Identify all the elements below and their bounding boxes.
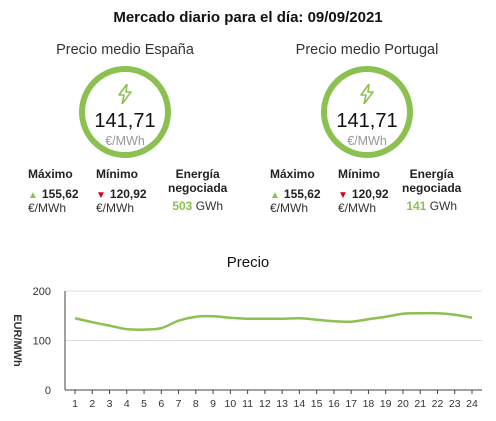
min-value: 120,92: [351, 187, 389, 201]
min-unit: €/MWh: [338, 201, 377, 215]
x-tick-label: 12: [259, 398, 271, 410]
energy-value: 141: [406, 199, 427, 213]
energy-label-2: negociada: [168, 181, 228, 195]
x-tick-label: 24: [466, 398, 478, 410]
x-tick-label: 8: [193, 398, 199, 410]
energy-label: Energía: [175, 167, 220, 181]
max-label: Máximo: [270, 167, 315, 181]
energy-label-2: negociada: [402, 181, 462, 195]
triangle-down-icon: ▼: [96, 190, 106, 201]
energy-unit: GWh: [429, 199, 458, 213]
x-tick-label: 9: [210, 398, 216, 410]
price-ring: 141,71 €/MWh: [79, 66, 171, 158]
energy-label: Energía: [409, 167, 454, 181]
min-stat: Mínimo ▼ 120,92 €/MWh: [338, 167, 389, 215]
x-tick-label: 5: [141, 398, 147, 410]
max-stat: Máximo ▲ 155,62 €/MWh: [270, 167, 321, 215]
triangle-up-icon: ▲: [270, 190, 280, 201]
x-tick-label: 19: [380, 398, 392, 410]
market-label: Precio medio España: [56, 42, 194, 58]
price-unit: €/MWh: [105, 134, 145, 148]
x-tick-label: 14: [294, 398, 306, 410]
energy-value: 503: [172, 199, 193, 213]
max-label: Máximo: [28, 167, 73, 181]
y-tick-label: 200: [33, 286, 51, 298]
chart-title: Precio: [226, 254, 270, 271]
energy-unit: GWh: [195, 199, 224, 213]
price-ring: 141,71 €/MWh: [321, 66, 413, 158]
x-tick-label: 7: [176, 398, 182, 410]
market-stats: Máximo ▲ 155,62 €/MWh Mínimo ▼ 120,92 €/MW…: [10, 167, 240, 227]
energy-stat: Energía negociada 503 GWh: [168, 167, 227, 213]
y-tick-label: 100: [33, 336, 51, 348]
x-tick-label: 3: [107, 398, 113, 410]
y-tick-label: 0: [45, 385, 51, 397]
max-value: 155,62: [41, 187, 79, 201]
x-tick-label: 1: [72, 398, 78, 410]
min-value: 120,92: [109, 187, 147, 201]
min-label: Mínimo: [338, 167, 380, 181]
market-stats: Máximo ▲ 155,62 €/MWh Mínimo ▼ 120,92 €/MW…: [252, 167, 482, 227]
min-unit: €/MWh: [96, 201, 135, 215]
x-tick-label: 10: [225, 398, 237, 410]
x-tick-label: 22: [432, 398, 444, 410]
x-tick-label: 4: [124, 398, 130, 410]
lightning-bolt-icon: [89, 83, 161, 109]
energy-stat: Energía negociada 141 GWh: [402, 167, 461, 213]
max-value: 155,62: [283, 187, 321, 201]
series-line: [74, 311, 473, 331]
price-unit: €/MWh: [347, 134, 387, 148]
max-unit: €/MWh: [28, 201, 67, 215]
triangle-down-icon: ▼: [338, 190, 348, 201]
x-tick-label: 16: [328, 398, 340, 410]
triangle-up-icon: ▲: [28, 190, 38, 201]
market-spain: Precio medio España 141,71 €/MWh Máximo …: [10, 42, 240, 215]
lightning-bolt-icon: [331, 83, 403, 109]
max-stat: Máximo ▲ 155,62 €/MWh: [28, 167, 79, 215]
min-label: Mínimo: [96, 167, 138, 181]
max-unit: €/MWh: [270, 201, 309, 215]
average-price: 141,71: [336, 110, 398, 132]
x-tick-label: 17: [345, 398, 357, 410]
x-tick-label: 20: [397, 398, 409, 410]
page-title: Mercado diario para el día: 09/09/2021: [113, 9, 383, 26]
x-tick-label: 21: [414, 398, 426, 410]
x-tick-label: 2: [89, 398, 95, 410]
x-tick-label: 11: [242, 398, 253, 410]
y-axis-label: EUR/MWh: [11, 314, 23, 367]
x-tick-label: 18: [363, 398, 375, 410]
market-portugal: Precio medio Portugal 141,71 €/MWh Máxim…: [252, 42, 482, 215]
average-price: 141,71: [94, 110, 156, 132]
min-stat: Mínimo ▼ 120,92 €/MWh: [96, 167, 147, 215]
x-tick-label: 6: [158, 398, 164, 410]
x-tick-label: 15: [311, 398, 323, 410]
x-tick-label: 13: [276, 398, 288, 410]
x-tick-label: 23: [449, 398, 461, 410]
market-label: Precio medio Portugal: [295, 42, 439, 58]
